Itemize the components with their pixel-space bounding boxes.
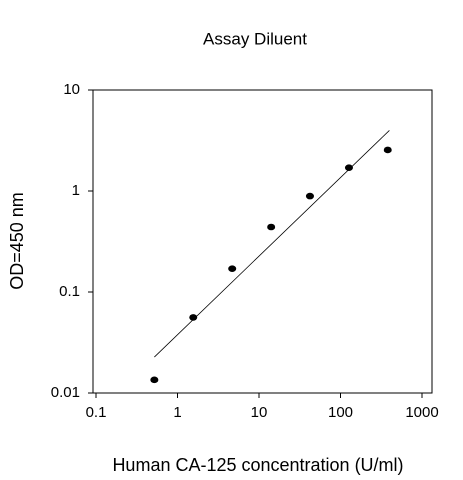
y-tick-label: 0.01 <box>51 384 80 401</box>
chart-title: Assay Diluent <box>203 29 307 48</box>
data-point <box>150 376 159 384</box>
x-tick-label: 10 <box>251 404 268 421</box>
y-axis-label: OD=450 nm <box>7 192 27 290</box>
plot-frame <box>92 89 433 394</box>
x-tick-label: 100 <box>328 404 353 421</box>
x-tick-label: 1000 <box>405 404 438 421</box>
y-tick-label: 10 <box>63 81 80 98</box>
data-point <box>228 265 237 273</box>
data-point <box>344 164 353 172</box>
data-point <box>305 192 314 200</box>
y-tick-label: 0.1 <box>59 283 80 300</box>
data-point <box>189 314 198 321</box>
y-tick-label: 1 <box>72 182 80 199</box>
x-tick-label: 1 <box>173 404 181 421</box>
fit-line <box>154 130 390 358</box>
x-tick-label: 0.1 <box>86 404 107 421</box>
data-point <box>383 146 392 154</box>
x-axis-label: Human CA-125 concentration (U/ml) <box>112 455 403 475</box>
data-point <box>267 223 276 231</box>
